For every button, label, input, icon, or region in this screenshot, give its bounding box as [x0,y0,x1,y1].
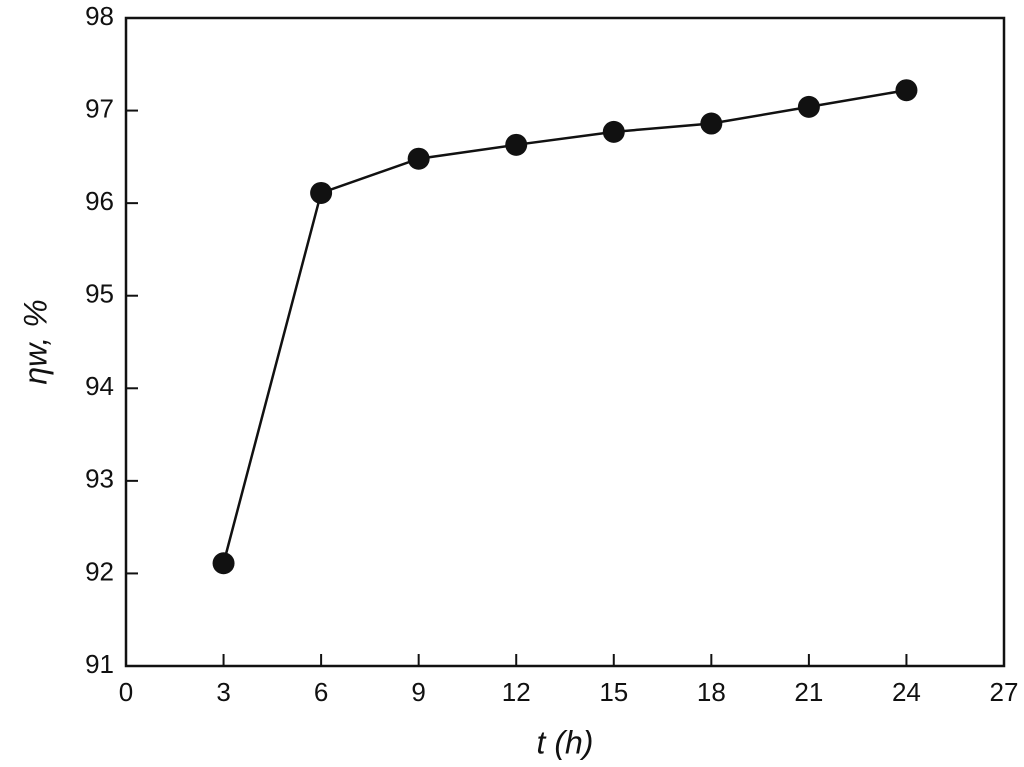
y-tick-label: 94 [85,371,114,401]
x-tick-label: 21 [794,677,823,707]
y-tick-label: 97 [85,93,114,123]
x-tick-label: 15 [599,677,628,707]
plot-frame [124,16,1006,668]
x-tick-label: 9 [411,677,425,707]
y-tick-label: 91 [85,649,114,679]
data-point [895,79,918,102]
y-tick-label: 96 [85,186,114,216]
y-tick-label: 92 [85,556,114,586]
x-tick-label: 12 [502,677,531,707]
y-tick-label: 98 [85,1,114,31]
x-tick-label: 0 [119,677,133,707]
data-point [310,181,333,204]
y-tick-label: 93 [85,464,114,494]
y-axis-label: ηw, % [17,299,53,384]
x-tick-label: 3 [216,677,230,707]
y-tick-label: 95 [85,279,114,309]
data-point [700,112,723,135]
data-point [212,552,235,575]
x-tick-label: 24 [892,677,921,707]
data-line [222,88,907,564]
x-tick-label: 6 [314,677,328,707]
x-tick-label: 27 [990,677,1019,707]
x-axis-label: t (h) [537,724,594,760]
data-point [602,120,625,143]
data-point [505,133,528,156]
data-point [797,95,820,118]
x-tick-label: 18 [697,677,726,707]
data-point [407,147,430,170]
